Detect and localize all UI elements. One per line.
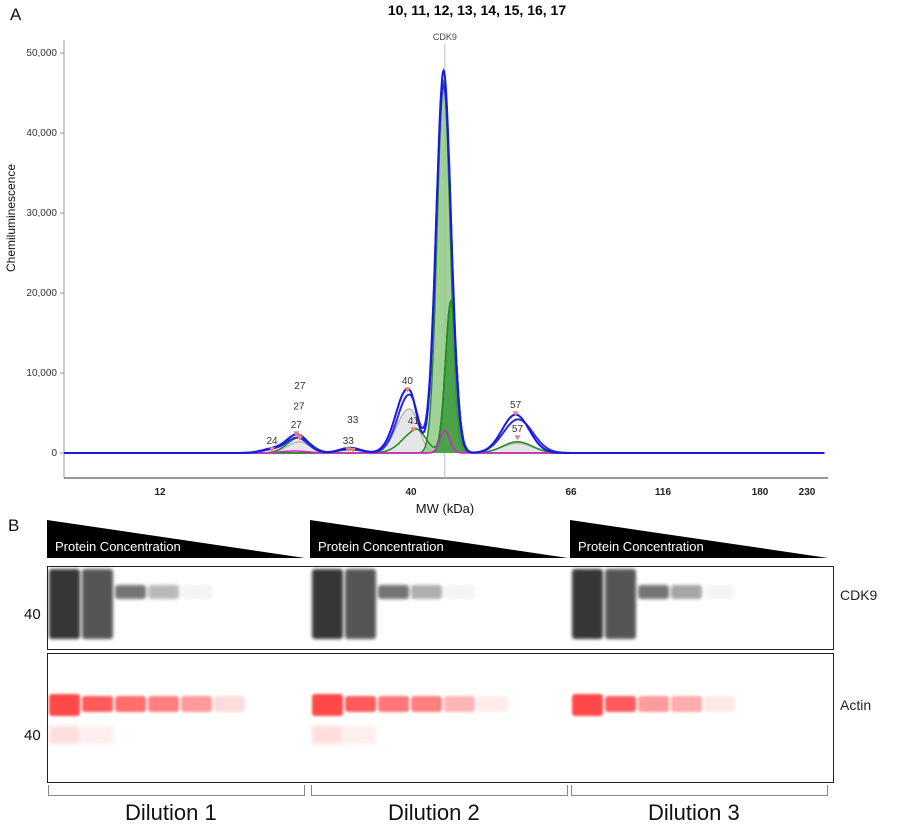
cdk9-band <box>378 585 409 599</box>
peak-marker <box>293 431 300 437</box>
actin-faint-band <box>345 726 376 744</box>
cdk9-band <box>444 585 475 599</box>
cdk9-band <box>671 585 702 599</box>
cdk9-marker-label: CDK9 <box>433 32 457 42</box>
actin-band <box>49 694 80 716</box>
peak-label: 33 <box>347 415 359 426</box>
peak-marker <box>514 435 521 441</box>
peak-marker <box>269 447 276 453</box>
dilution-label: Dilution 3 <box>648 800 740 825</box>
triangle-label: Protein Concentration <box>55 539 181 554</box>
cdk9-band <box>605 569 636 639</box>
peak-label: 27 <box>294 381 306 392</box>
mw-marker-actin: 40 <box>24 727 41 744</box>
cdk9-band <box>148 585 179 599</box>
panel-a-letter: A <box>10 5 22 24</box>
actin-band <box>444 696 475 712</box>
cdk9-band <box>115 585 146 599</box>
y-tick-label: 50,000 <box>26 48 57 59</box>
cdk9-band <box>345 569 376 639</box>
y-tick-label: 20,000 <box>26 288 57 299</box>
y-axis-label: Chemiluminescence <box>4 164 18 272</box>
cdk9-band <box>312 569 343 639</box>
green-fill-dark-fill <box>64 301 825 453</box>
peak-labels: 24 27 27 27 33 33 40 41 57 57 <box>266 376 523 453</box>
actin-band <box>605 696 636 712</box>
triangle-label: Protein Concentration <box>578 539 704 554</box>
mw-marker-cdk9: 40 <box>24 606 41 623</box>
y-tick-label: 0 <box>51 448 57 459</box>
peak-marker <box>345 447 352 453</box>
peak-label: 57 <box>510 400 522 411</box>
y-tick-label: 40,000 <box>26 128 57 139</box>
target-label-cdk9: CDK9 <box>840 587 878 603</box>
actin-band <box>312 694 343 716</box>
actin-band <box>181 696 212 712</box>
dilution-bracket <box>48 785 305 796</box>
actin-band <box>411 696 442 712</box>
peak-label: 41 <box>408 416 420 427</box>
cdk9-band <box>572 569 603 639</box>
peak-label: 27 <box>293 401 305 412</box>
x-tick-label: 180 <box>752 487 769 498</box>
peak-label: 27 <box>291 420 303 431</box>
electropherogram-chart: 0 10,000 20,000 30,000 40,000 50,000 12 40 66 116… <box>4 32 828 516</box>
x-tick-label: 40 <box>405 487 417 498</box>
total-blue-line <box>64 68 825 454</box>
peak-marker <box>404 387 411 393</box>
cdk9-band <box>704 585 735 599</box>
actin-band <box>148 696 179 712</box>
dilution-label: Dilution 1 <box>125 800 217 825</box>
actin-band <box>638 696 669 712</box>
dilution-label: Dilution 2 <box>388 800 480 825</box>
y-tick-label: 10,000 <box>26 368 57 379</box>
actin-faint-band <box>49 726 80 744</box>
actin-band <box>214 696 245 712</box>
triangle-label: Protein Concentration <box>318 539 444 554</box>
cdk9-band <box>82 569 113 639</box>
actin-band <box>572 694 603 716</box>
cdk9-band <box>411 585 442 599</box>
peak-label: 24 <box>266 436 278 447</box>
x-tick-label: 66 <box>565 487 577 498</box>
series-group <box>64 68 825 454</box>
x-tick-label: 230 <box>799 487 816 498</box>
cdk9-blot-panel <box>47 566 834 650</box>
y-tick-label: 30,000 <box>26 208 57 219</box>
actin-blot-panel <box>47 653 834 783</box>
panel-b-letter: B <box>8 516 20 535</box>
chart-title: 10, 11, 12, 13, 14, 15, 16, 17 <box>387 2 567 18</box>
green-fill-main-fill <box>64 81 825 453</box>
dilution-bracket <box>311 785 568 796</box>
peak-marker <box>296 436 303 441</box>
peak-label: 57 <box>512 424 524 435</box>
cdk9-band <box>638 585 669 599</box>
peak-label: 40 <box>402 376 414 387</box>
peak-label: 33 <box>343 436 355 447</box>
actin-band <box>378 696 409 712</box>
actin-faint-band <box>82 726 113 744</box>
peak-marker <box>349 448 356 453</box>
actin-band <box>704 696 735 712</box>
actin-faint-band <box>312 726 343 744</box>
x-tick-label: 116 <box>655 487 672 498</box>
cdk9-band <box>49 569 80 639</box>
cdk9-band <box>181 585 212 599</box>
x-tick-label: 12 <box>154 487 166 498</box>
actin-band <box>477 696 508 712</box>
peak-marker <box>512 411 519 417</box>
actin-band <box>345 696 376 712</box>
actin-band <box>671 696 702 712</box>
actin-band <box>115 696 146 712</box>
actin-band <box>82 696 113 712</box>
target-label-actin: Actin <box>840 697 872 713</box>
x-axis-label: MW (kDa) <box>416 501 475 516</box>
dilution-bracket <box>571 785 828 796</box>
peak-marker <box>410 427 417 433</box>
